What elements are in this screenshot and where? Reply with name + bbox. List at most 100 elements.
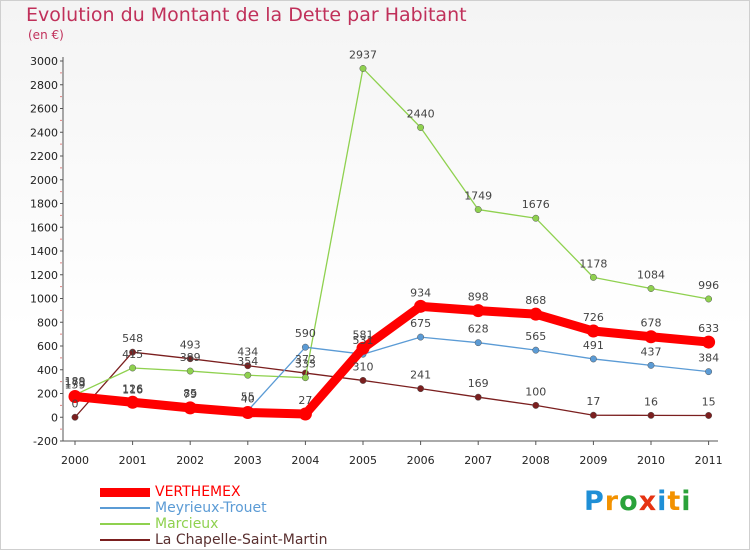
- logo-letter: t: [667, 486, 682, 517]
- x-tick-label: 2004: [291, 454, 319, 467]
- data-point: [647, 411, 655, 419]
- data-label: 1749: [464, 190, 492, 203]
- data-point: [298, 407, 312, 421]
- logo-letter: i: [681, 486, 692, 517]
- data-point: [474, 393, 482, 401]
- data-point: [359, 65, 367, 72]
- data-point: [183, 401, 197, 415]
- data-point: [529, 307, 543, 321]
- data-label: 389: [180, 351, 201, 364]
- data-label: 726: [583, 311, 604, 324]
- legend-label: La Chapelle-Saint-Martin: [155, 532, 328, 548]
- data-label: 241: [410, 369, 431, 382]
- y-tick-label: 600: [37, 340, 58, 353]
- data-label: 675: [410, 317, 431, 330]
- data-label: 898: [468, 291, 489, 304]
- data-label: 116: [122, 383, 143, 396]
- data-point: [244, 362, 252, 370]
- legend-label: Meyrieux-Trouet: [155, 500, 267, 516]
- x-tick-label: 2000: [61, 454, 89, 467]
- series-line-3: [74, 351, 710, 418]
- data-point: [129, 348, 137, 356]
- data-point: [186, 355, 194, 363]
- data-label: 1676: [522, 198, 550, 211]
- data-point: [129, 364, 137, 372]
- data-point: [126, 395, 140, 409]
- data-label: 384: [698, 352, 719, 365]
- logo-letter: x: [638, 486, 658, 517]
- x-tick-label: 2001: [119, 454, 147, 467]
- data-point: [71, 413, 79, 421]
- data-label: 581: [353, 328, 374, 341]
- x-tick-label: 2007: [464, 454, 492, 467]
- series-line-0: [70, 301, 714, 419]
- data-label: 55: [241, 391, 255, 404]
- data-point: [589, 355, 597, 363]
- data-point: [474, 206, 482, 214]
- y-tick-label: 1000: [30, 293, 58, 306]
- data-label: 493: [180, 339, 201, 352]
- data-point: [244, 371, 252, 379]
- data-label: 628: [468, 323, 489, 336]
- data-label: 15: [702, 395, 716, 408]
- data-point: [532, 214, 540, 222]
- data-point: [417, 124, 425, 131]
- legend-label: Marcieux: [155, 516, 219, 532]
- data-point: [301, 374, 309, 382]
- data-label: 372: [295, 353, 316, 366]
- y-tick-label: 800: [37, 316, 58, 329]
- y-tick-label: 0: [51, 411, 58, 424]
- proxiti-logo: Proxiti: [584, 486, 692, 517]
- data-label: 16: [644, 395, 658, 408]
- data-point: [356, 341, 370, 355]
- x-tick-label: 2008: [522, 454, 550, 467]
- y-tick-label: 1200: [30, 269, 58, 282]
- data-point: [417, 385, 425, 393]
- data-label: 159: [65, 378, 86, 391]
- x-tick-label: 2006: [407, 454, 435, 467]
- data-point: [68, 389, 82, 403]
- data-label: 415: [122, 348, 143, 361]
- data-point: [532, 346, 540, 354]
- y-tick-label: 3000: [30, 55, 58, 68]
- data-point: [589, 273, 597, 281]
- data-label: 100: [525, 385, 546, 398]
- data-point: [301, 343, 309, 351]
- data-label: 2440: [407, 108, 435, 121]
- series-line-1: [74, 336, 710, 412]
- legend-swatch: [100, 507, 150, 509]
- data-label: 27: [298, 394, 312, 407]
- x-tick-label: 2005: [349, 454, 377, 467]
- legend-swatch: [100, 523, 150, 525]
- data-point: [586, 324, 600, 338]
- data-label: 531: [353, 334, 374, 347]
- y-tick-label: 400: [37, 364, 58, 377]
- data-label: 934: [410, 286, 431, 299]
- data-point: [702, 335, 716, 349]
- data-label: 169: [468, 377, 489, 390]
- data-label: 590: [295, 327, 316, 340]
- data-point: [705, 412, 713, 419]
- data-label: 2937: [349, 48, 377, 61]
- data-point: [417, 333, 425, 341]
- chart-subtitle: (en €): [28, 28, 64, 42]
- data-label: 868: [525, 294, 546, 307]
- data-label: 434: [237, 346, 258, 359]
- logo-letter: o: [619, 486, 639, 517]
- legend-swatch: [100, 487, 150, 497]
- data-point: [705, 368, 713, 376]
- data-label: 548: [122, 332, 143, 345]
- y-tick-label: 1400: [30, 245, 58, 258]
- data-label: 189: [65, 375, 86, 388]
- data-label: 40: [241, 393, 255, 406]
- data-point: [647, 361, 655, 369]
- y-tick-label: 2600: [30, 103, 58, 116]
- y-tick-label: 1600: [30, 221, 58, 234]
- data-point: [474, 339, 482, 347]
- y-tick-label: -200: [33, 435, 58, 448]
- data-label: 0: [72, 397, 79, 410]
- y-tick-label: 2000: [30, 174, 58, 187]
- y-tick-label: 200: [37, 388, 58, 401]
- logo-letter: i: [657, 486, 668, 517]
